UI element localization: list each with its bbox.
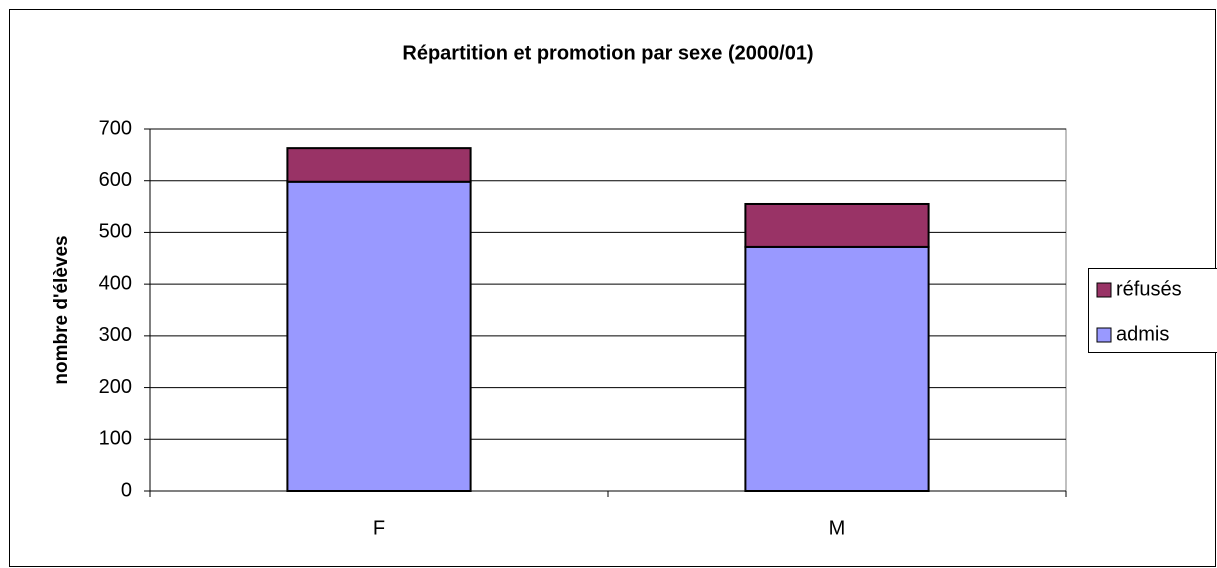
y-axis-label: nombre d'élèves	[51, 235, 72, 384]
bar-segment	[286, 180, 472, 492]
chart-title: Répartition et promotion par sexe (2000/…	[402, 42, 813, 64]
bar-segment	[286, 147, 472, 183]
y-tick-label: 700	[99, 117, 132, 139]
y-tick-label: 300	[99, 324, 132, 346]
x-tick-label: M	[829, 517, 846, 539]
x-tick-label: F	[373, 517, 385, 539]
y-tick-label: 100	[99, 428, 132, 450]
legend-swatch	[1096, 327, 1112, 343]
y-tick-label: 500	[99, 221, 132, 243]
legend-label: réfusés	[1116, 278, 1182, 300]
bar-segment	[744, 245, 930, 492]
y-tick-label: 600	[99, 169, 132, 191]
legend-swatch	[1096, 282, 1112, 298]
y-tick-label: 400	[99, 272, 132, 294]
y-tick-label: 0	[121, 479, 132, 501]
y-tick-label: 200	[99, 376, 132, 398]
bar-segment	[744, 202, 930, 248]
legend-label: admis	[1116, 323, 1169, 345]
